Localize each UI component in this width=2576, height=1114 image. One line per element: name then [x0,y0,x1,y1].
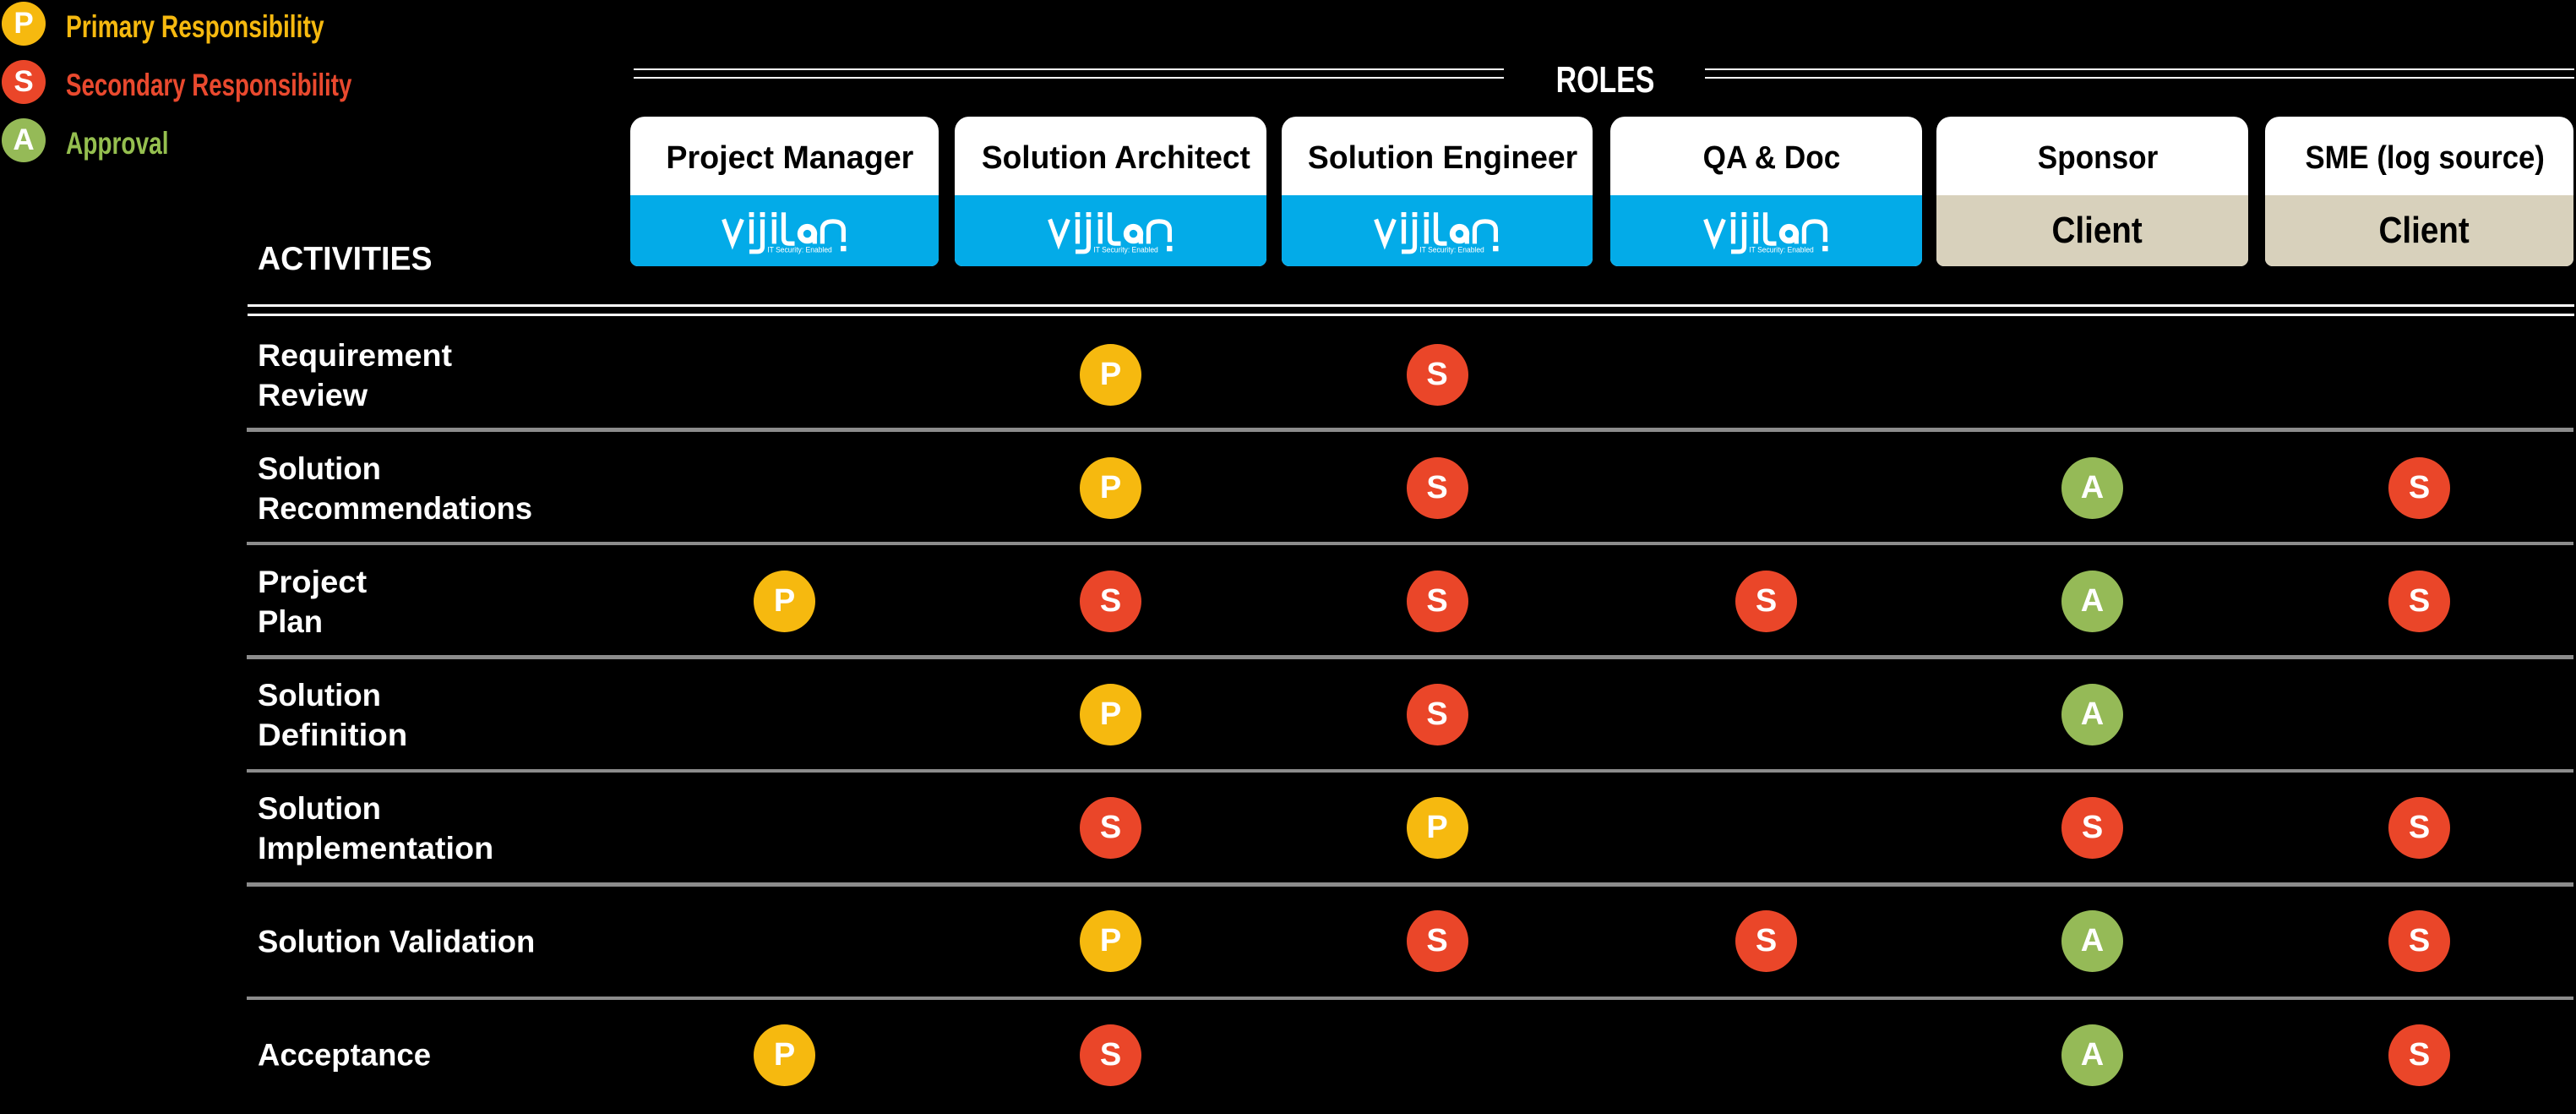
svg-text:IT Security: Enabled: IT Security: Enabled [1749,245,1814,254]
svg-text:IT Security: Enabled: IT Security: Enabled [1093,245,1158,254]
svg-text:IT Security: Enabled: IT Security: Enabled [1419,245,1484,254]
svg-text:IT Security: Enabled: IT Security: Enabled [767,245,832,254]
